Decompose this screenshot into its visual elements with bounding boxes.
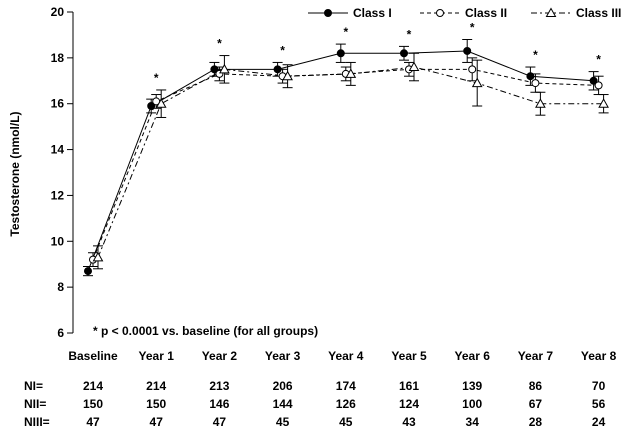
significance-star: *: [596, 53, 601, 67]
legend-marker: [545, 7, 557, 17]
x-tick-label: Year 3: [265, 349, 301, 363]
data-point: [84, 267, 92, 276]
count-value: 150: [83, 397, 103, 411]
data-point: [210, 65, 219, 74]
y-tick-label: 20: [51, 5, 65, 19]
y-tick-label: 16: [51, 97, 65, 111]
count-value: 124: [399, 397, 419, 411]
count-value: 47: [213, 415, 227, 429]
count-value: 45: [276, 415, 290, 429]
y-tick-label: 8: [57, 280, 64, 294]
count-value: 150: [146, 397, 166, 411]
data-point: [282, 70, 293, 81]
count-value: 214: [146, 379, 166, 393]
data-point: [468, 65, 477, 74]
data-point: [589, 76, 598, 85]
data-point: [526, 72, 535, 81]
legend-label: Class II: [465, 6, 507, 20]
count-value: 174: [336, 379, 356, 393]
count-value: 206: [273, 379, 293, 393]
count-value: 47: [150, 415, 164, 429]
count-value: 67: [529, 397, 543, 411]
legend-marker: [436, 9, 444, 17]
significance-star: *: [343, 25, 348, 39]
significance-star: *: [407, 27, 412, 41]
x-tick-label: Year 2: [202, 349, 238, 363]
data-point: [463, 46, 472, 55]
count-value: 144: [273, 397, 293, 411]
data-point: [345, 68, 357, 78]
data-point: [471, 77, 483, 88]
x-tick-label: Year 5: [391, 349, 427, 363]
count-value: 70: [592, 379, 606, 393]
data-point: [92, 251, 104, 262]
legend-label: Class I: [353, 6, 392, 20]
y-tick-label: 14: [51, 143, 65, 157]
data-point: [336, 49, 345, 58]
data-point: [594, 81, 603, 90]
count-value: 47: [86, 415, 100, 429]
count-row-label: NIII=: [24, 415, 50, 429]
count-value: 56: [592, 397, 606, 411]
count-value: 24: [592, 415, 606, 429]
x-tick-label: Year 1: [139, 349, 175, 363]
x-tick-label: Year 7: [518, 349, 554, 363]
count-value: 214: [83, 379, 103, 393]
y-tick-label: 10: [51, 234, 65, 248]
data-point: [273, 65, 282, 74]
legend-marker: [324, 9, 332, 17]
series-line-class-i: [87, 50, 594, 272]
count-value: 86: [529, 379, 543, 393]
count-value: 28: [529, 415, 543, 429]
count-value: 45: [339, 415, 353, 429]
count-value: 43: [402, 415, 416, 429]
count-value: 161: [399, 379, 419, 393]
significance-star: *: [154, 71, 159, 85]
data-point: [155, 98, 167, 108]
count-value: 139: [462, 379, 482, 393]
significance-star: *: [533, 48, 538, 62]
y-tick-label: 6: [57, 326, 64, 340]
data-point: [408, 61, 420, 72]
significance-note: * p < 0.0001 vs. baseline (for all group…: [93, 324, 318, 338]
significance-star: *: [217, 37, 222, 51]
legend-label: Class III: [576, 6, 621, 20]
y-tick-label: 18: [51, 51, 65, 65]
x-tick-label: Year 4: [328, 349, 364, 363]
count-value: 34: [466, 415, 480, 429]
count-value: 126: [336, 397, 356, 411]
count-row-label: NII=: [24, 397, 46, 411]
data-point: [219, 63, 230, 74]
count-value: 213: [209, 379, 229, 393]
x-tick-label: Year 6: [455, 349, 491, 363]
count-value: 100: [462, 397, 482, 411]
count-row-label: NI=: [24, 379, 43, 393]
data-point: [535, 98, 546, 108]
data-point: [147, 102, 156, 111]
data-point: [531, 79, 540, 88]
y-axis-title: Testosterone (nmol/L): [8, 111, 22, 236]
y-tick-label: 12: [51, 188, 65, 202]
x-tick-label: Year 8: [581, 349, 617, 363]
series-line-class-iii: [97, 66, 604, 258]
count-value: 146: [209, 397, 229, 411]
x-tick-label: Baseline: [68, 349, 118, 363]
significance-star: *: [470, 21, 475, 35]
significance-star: *: [280, 43, 285, 57]
data-point: [598, 98, 609, 108]
data-point: [400, 49, 408, 58]
